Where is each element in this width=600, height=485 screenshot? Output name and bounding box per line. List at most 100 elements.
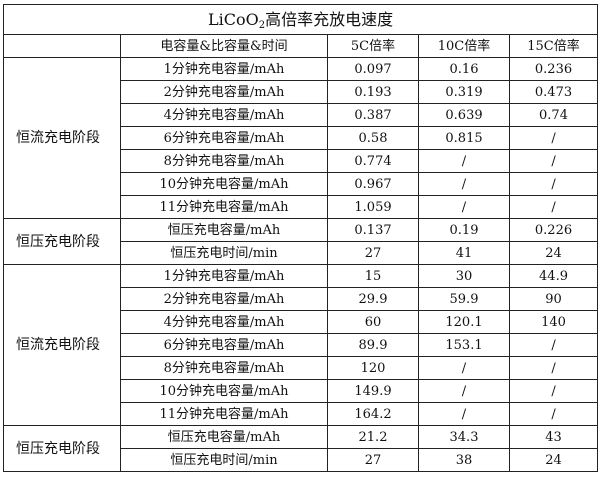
header-row: 电容量&比容量&时间 5C倍率 10C倍率 15C倍率 — [3, 34, 599, 58]
cell-15c: / — [508, 379, 599, 403]
table-row: 6分钟充电容量/mAh 0.58 0.815 / — [4, 126, 599, 150]
header-15c: 15C倍率 — [508, 34, 599, 58]
cell-5c: 0.137 — [327, 218, 419, 242]
header-metric: 电容量&比容量&时间 — [120, 34, 328, 58]
table-row: 10分钟充电容量/mAh 0.967 / / — [4, 172, 599, 196]
row-label: 2分钟充电容量/mAh — [120, 80, 328, 104]
row-label: 1分钟充电容量/mAh — [120, 264, 328, 288]
cell-10c: / — [418, 195, 510, 219]
row-label: 恒压充电容量/mAh — [120, 425, 328, 449]
row-label: 10分钟充电容量/mAh — [120, 379, 328, 403]
table-row: 11分钟充电容量/mAh 1.059 / / — [4, 195, 599, 219]
cell-5c: 15 — [327, 264, 419, 288]
cell-15c: 24 — [508, 448, 599, 472]
row-label: 恒压充电时间/min — [120, 241, 328, 265]
row-label: 11分钟充电容量/mAh — [120, 402, 328, 426]
cell-5c: 60 — [327, 310, 419, 334]
cell-15c: 24 — [508, 241, 599, 265]
cell-15c: 0.226 — [508, 218, 599, 242]
row-label: 10分钟充电容量/mAh — [120, 172, 328, 196]
table-row: 恒压充电阶段 恒压充电容量/mAh 0.137 0.19 0.226 — [3, 218, 599, 265]
row-label: 6分钟充电容量/mAh — [120, 126, 328, 150]
table-title: LiCoO2高倍率充放电速度 — [2, 4, 599, 35]
cell-10c: 0.16 — [418, 57, 510, 81]
cell-15c: 44.9 — [508, 264, 599, 288]
cell-10c: 38 — [418, 448, 510, 472]
cell-10c: / — [418, 149, 510, 173]
stage-label: 恒流充电阶段 — [3, 57, 121, 219]
row-label: 8分钟充电容量/mAh — [120, 149, 328, 173]
stage-label: 恒压充电阶段 — [3, 218, 121, 265]
cell-5c: 1.059 — [327, 195, 419, 219]
cell-15c: 43 — [508, 425, 599, 449]
row-label: 1分钟充电容量/mAh — [120, 57, 328, 81]
cell-10c: / — [418, 379, 510, 403]
cell-10c: 30 — [418, 264, 510, 288]
table-row: 11分钟充电容量/mAh 164.2 / / — [4, 402, 599, 426]
table-row: 4分钟充电容量/mAh 60 120.1 140 — [4, 310, 599, 334]
cell-5c: 29.9 — [327, 287, 419, 311]
cell-10c: / — [418, 356, 510, 380]
title-subscript: 2 — [258, 19, 266, 31]
table-row: 恒流充电阶段 1分钟充电容量/mAh 0.097 0.16 0.236 — [3, 57, 599, 219]
stage-label: 恒流充电阶段 — [3, 264, 121, 426]
header-5c: 5C倍率 — [327, 34, 419, 58]
row-label: 6分钟充电容量/mAh — [120, 333, 328, 357]
cell-10c: 0.639 — [418, 103, 510, 127]
cell-5c: 27 — [327, 448, 419, 472]
cell-5c: 27 — [327, 241, 419, 265]
cell-15c: / — [508, 149, 599, 173]
cell-15c: 90 — [508, 287, 599, 311]
row-label: 恒压充电容量/mAh — [120, 218, 328, 242]
table-row: 恒压充电时间/min 27 38 24 — [4, 448, 599, 472]
stage-label: 恒压充电阶段 — [3, 425, 121, 472]
cell-15c: 140 — [508, 310, 599, 334]
row-label: 4分钟充电容量/mAh — [120, 103, 328, 127]
cell-5c: 0.097 — [327, 57, 419, 81]
cell-10c: 41 — [418, 241, 510, 265]
cell-5c: 149.9 — [327, 379, 419, 403]
table-row: 10分钟充电容量/mAh 149.9 / / — [4, 379, 599, 403]
cell-10c: 120.1 — [418, 310, 510, 334]
table-row: 4分钟充电容量/mAh 0.387 0.639 0.74 — [4, 103, 599, 127]
cell-10c: 59.9 — [418, 287, 510, 311]
table-row: 恒流充电阶段 1分钟充电容量/mAh 15 30 44.9 — [3, 264, 599, 426]
row-label: 11分钟充电容量/mAh — [120, 195, 328, 219]
rate-table: LiCoO2高倍率充放电速度 电容量&比容量&时间 5C倍率 10C倍率 15C… — [2, 4, 599, 472]
cell-5c: 0.193 — [327, 80, 419, 104]
cell-10c: 0.815 — [418, 126, 510, 150]
cell-10c: 0.319 — [418, 80, 510, 104]
cell-5c: 89.9 — [327, 333, 419, 357]
table-row: 8分钟充电容量/mAh 0.774 / / — [4, 149, 599, 173]
table-row: 8分钟充电容量/mAh 120 / / — [4, 356, 599, 380]
cell-10c: 34.3 — [418, 425, 510, 449]
cell-15c: / — [508, 172, 599, 196]
cell-15c: 0.236 — [508, 57, 599, 81]
title-suffix: 高倍率充放电速度 — [265, 9, 394, 29]
cell-10c: 0.19 — [418, 218, 510, 242]
title-row: LiCoO2高倍率充放电速度 — [2, 4, 599, 35]
cell-5c: 0.774 — [327, 149, 419, 173]
cell-5c: 0.387 — [327, 103, 419, 127]
title-prefix: LiCoO — [207, 9, 259, 29]
cell-5c: 0.967 — [327, 172, 419, 196]
row-label: 4分钟充电容量/mAh — [120, 310, 328, 334]
cell-10c: 153.1 — [418, 333, 510, 357]
cell-10c: / — [418, 402, 510, 426]
cell-5c: 164.2 — [327, 402, 419, 426]
cell-15c: 0.473 — [508, 80, 599, 104]
row-label: 2分钟充电容量/mAh — [120, 287, 328, 311]
cell-5c: 0.58 — [327, 126, 419, 150]
cell-15c: / — [508, 333, 599, 357]
row-label: 8分钟充电容量/mAh — [120, 356, 328, 380]
cell-15c: / — [508, 195, 599, 219]
header-10c: 10C倍率 — [418, 34, 510, 58]
cell-5c: 120 — [327, 356, 419, 380]
cell-15c: 0.74 — [508, 103, 599, 127]
table-row: 恒压充电阶段 恒压充电容量/mAh 21.2 34.3 43 — [3, 425, 599, 472]
row-label: 恒压充电时间/min — [120, 448, 328, 472]
cell-5c: 21.2 — [327, 425, 419, 449]
cell-15c: / — [508, 356, 599, 380]
cell-10c: / — [418, 172, 510, 196]
